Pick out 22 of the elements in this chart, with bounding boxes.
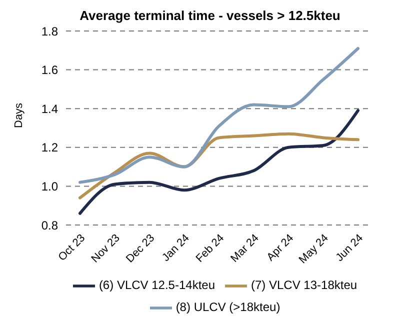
x-tick-label: Jun 24 <box>334 232 366 264</box>
legend-label: (6) VLCV 12.5-14kteu <box>98 278 215 292</box>
x-tick-label: Dec 23 <box>124 232 158 266</box>
x-tick-label: May 24 <box>296 232 331 266</box>
x-tick-label: Nov 23 <box>89 232 122 266</box>
line-series <box>78 109 360 215</box>
x-tick-label: Apr 24 <box>264 232 296 264</box>
y-tick-label: 1.0 <box>41 179 58 194</box>
y-tick-label: 1.8 <box>41 24 58 38</box>
y-tick-label: 1.6 <box>41 63 58 78</box>
y-axis-title: Days <box>12 102 25 128</box>
x-tick-label: Jan 24 <box>160 232 192 264</box>
y-tick-label: 1.4 <box>41 102 58 116</box>
legend-label: (8) ULCV (>18kteu) <box>176 300 280 314</box>
y-tick-label: 1.2 <box>41 140 58 155</box>
legend-label: (7) VLCV 13-18kteu <box>251 278 358 292</box>
y-tick-label: 0.8 <box>41 218 58 232</box>
x-tick-label: Feb 24 <box>194 232 227 265</box>
chart-title: Average terminal time - vessels > 12.5kteu <box>78 8 342 23</box>
x-tick-label: Mar 24 <box>228 232 262 265</box>
line-series <box>78 46 360 184</box>
x-tick-label: Oct 23 <box>56 232 88 264</box>
